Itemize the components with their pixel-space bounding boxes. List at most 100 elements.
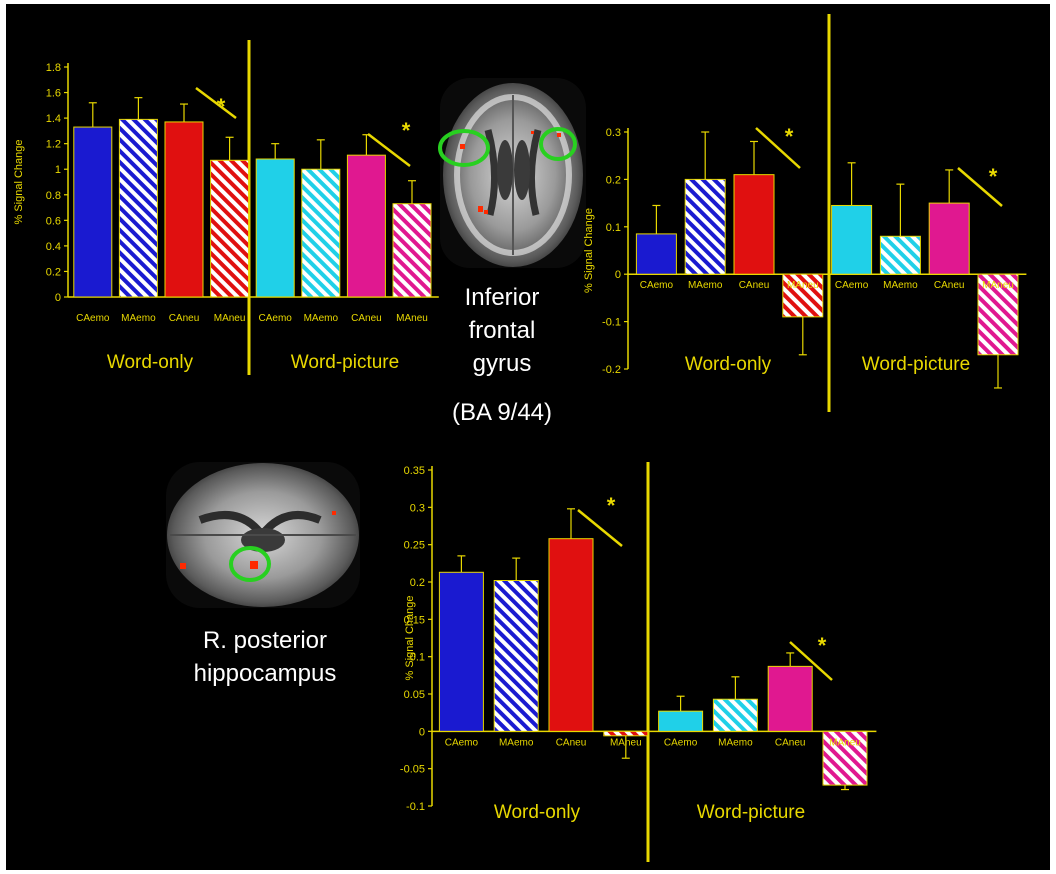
chart-hippocampus: -0.1 -0.05 0 0.05 0.1 0.15 0.2 0.25 0.3 0.35 % Sig…: [400, 462, 877, 862]
region-label-ifg-line2: frontal: [469, 317, 536, 344]
category-label: MAneu: [982, 280, 1014, 291]
y-tick-label: -0.05: [400, 764, 425, 776]
category-label: CAemo: [259, 313, 293, 324]
category-label: MAneu: [610, 737, 642, 748]
group-label: Word-only: [107, 352, 194, 373]
y-tick-label: 0.3: [606, 127, 621, 139]
hippocampus-roi-circle: [229, 546, 271, 582]
bar: [346, 154, 386, 298]
y-tick-label: 0.15: [404, 614, 425, 626]
region-label-hippo-line1: R. posterior: [203, 627, 327, 654]
y-tick-label: 1.6: [46, 88, 61, 100]
bar: [977, 273, 1019, 356]
region-label-ifg-line4: (BA 9/44): [452, 399, 552, 426]
group-label: Word-picture: [697, 802, 805, 823]
bar: [928, 202, 970, 275]
category-label: CAneu: [556, 737, 587, 748]
y-tick-label: 0.2: [46, 266, 61, 278]
significance-line: [789, 641, 833, 681]
y-axis-label: % Signal Change: [404, 595, 416, 680]
significance-line: [577, 509, 623, 547]
bar: [301, 168, 341, 298]
chart-ifg-right: -0.2 -0.1 0 0.1 0.2 0.3 % Signal Change CAemo MA…: [583, 14, 1027, 412]
region-label-hippo-line2: hippocampus: [194, 660, 337, 687]
y-tick-label: -0.2: [602, 364, 621, 376]
category-label: MAemo: [688, 280, 723, 291]
group-label: Word-picture: [862, 354, 970, 375]
region-label-ifg-line1: Inferior: [465, 284, 540, 311]
y-tick-label: 0: [419, 726, 425, 738]
group-label: Word-only: [494, 802, 581, 823]
y-tick-label: 1.8: [46, 62, 61, 74]
y-tick-label: 0: [55, 292, 61, 304]
category-label: MAneu: [787, 280, 819, 291]
bar: [210, 159, 250, 298]
category-label: CAemo: [76, 313, 110, 324]
bar: [767, 665, 813, 732]
y-tick-label: 0.4: [46, 241, 61, 253]
y-tick-label: 0.05: [404, 689, 425, 701]
region-label-ifg: Inferior frontal gyrus (BA 9/44): [452, 284, 552, 426]
category-label: MAemo: [121, 313, 156, 324]
category-label: MAemo: [718, 737, 753, 748]
right-roi-circle: [539, 127, 577, 161]
bar: [658, 710, 704, 732]
y-tick-label: -0.1: [406, 801, 425, 813]
bar: [118, 118, 158, 298]
significance-star: *: [402, 118, 411, 143]
y-tick-label: -0.1: [602, 317, 621, 329]
category-label: CAemo: [640, 280, 674, 291]
category-label: CAneu: [351, 313, 382, 324]
category-label: CAneu: [169, 313, 200, 324]
category-label: CAemo: [445, 737, 479, 748]
region-label-ifg-line3: gyrus: [473, 350, 532, 377]
category-label: CAemo: [664, 737, 698, 748]
y-tick-label: 0: [615, 269, 621, 281]
group-label: Word-only: [685, 354, 772, 375]
y-tick-label: 0.3: [410, 502, 425, 514]
category-label: CAneu: [775, 737, 806, 748]
bar: [164, 121, 204, 298]
y-tick-label: 0.6: [46, 215, 61, 227]
y-tick-label: 0.25: [404, 540, 425, 552]
category-label: CAemo: [835, 280, 869, 291]
left-roi-circle: [438, 129, 490, 167]
y-axis-label: % Signal Change: [13, 139, 25, 224]
brain-slice-hippocampus-image: [166, 462, 360, 608]
bar: [438, 571, 484, 732]
significance-star: *: [785, 124, 794, 149]
bar: [879, 235, 921, 275]
bar: [73, 126, 113, 298]
bar: [831, 204, 873, 275]
bar: [733, 174, 775, 275]
bar: [603, 730, 649, 737]
significance-line: [195, 87, 237, 119]
y-tick-label: 0.1: [410, 652, 425, 664]
significance-star: *: [818, 633, 827, 658]
significance-star: *: [989, 164, 998, 189]
y-tick-label: 0.2: [606, 174, 621, 186]
bar: [782, 273, 824, 318]
bar: [392, 203, 432, 298]
significance-line: [957, 167, 1003, 207]
bar: [255, 158, 295, 298]
significance-line: [755, 127, 801, 169]
bar: [548, 538, 594, 732]
y-tick-label: 1: [55, 164, 61, 176]
group-label: Word-picture: [291, 352, 399, 373]
y-tick-label: 1.2: [46, 139, 61, 151]
category-label: MAneu: [396, 313, 428, 324]
y-tick-label: 0.1: [606, 222, 621, 234]
category-label: CAneu: [934, 280, 965, 291]
category-label: MAemo: [304, 313, 339, 324]
significance-line: [367, 133, 411, 167]
y-tick-label: 0.35: [404, 465, 425, 477]
chart-ifg-left: 0 0.2 0.4 0.6 0.8 1 1.2 1.4 1.6 1.8 % Signal Chang…: [13, 40, 439, 375]
y-tick-label: 0.8: [46, 190, 61, 202]
bar: [822, 730, 868, 786]
y-axis-label: % Signal Change: [583, 208, 595, 293]
bar: [684, 178, 726, 275]
category-label: MAemo: [883, 280, 918, 291]
